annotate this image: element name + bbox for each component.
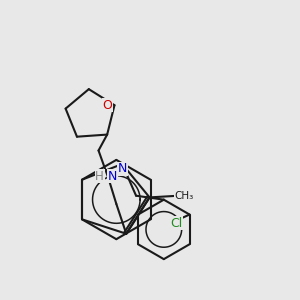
Text: N: N bbox=[108, 170, 117, 183]
Text: O: O bbox=[102, 99, 112, 112]
Text: CH₃: CH₃ bbox=[175, 191, 194, 201]
Text: N: N bbox=[118, 162, 127, 175]
Text: H: H bbox=[95, 170, 104, 183]
Text: Cl: Cl bbox=[170, 217, 182, 230]
